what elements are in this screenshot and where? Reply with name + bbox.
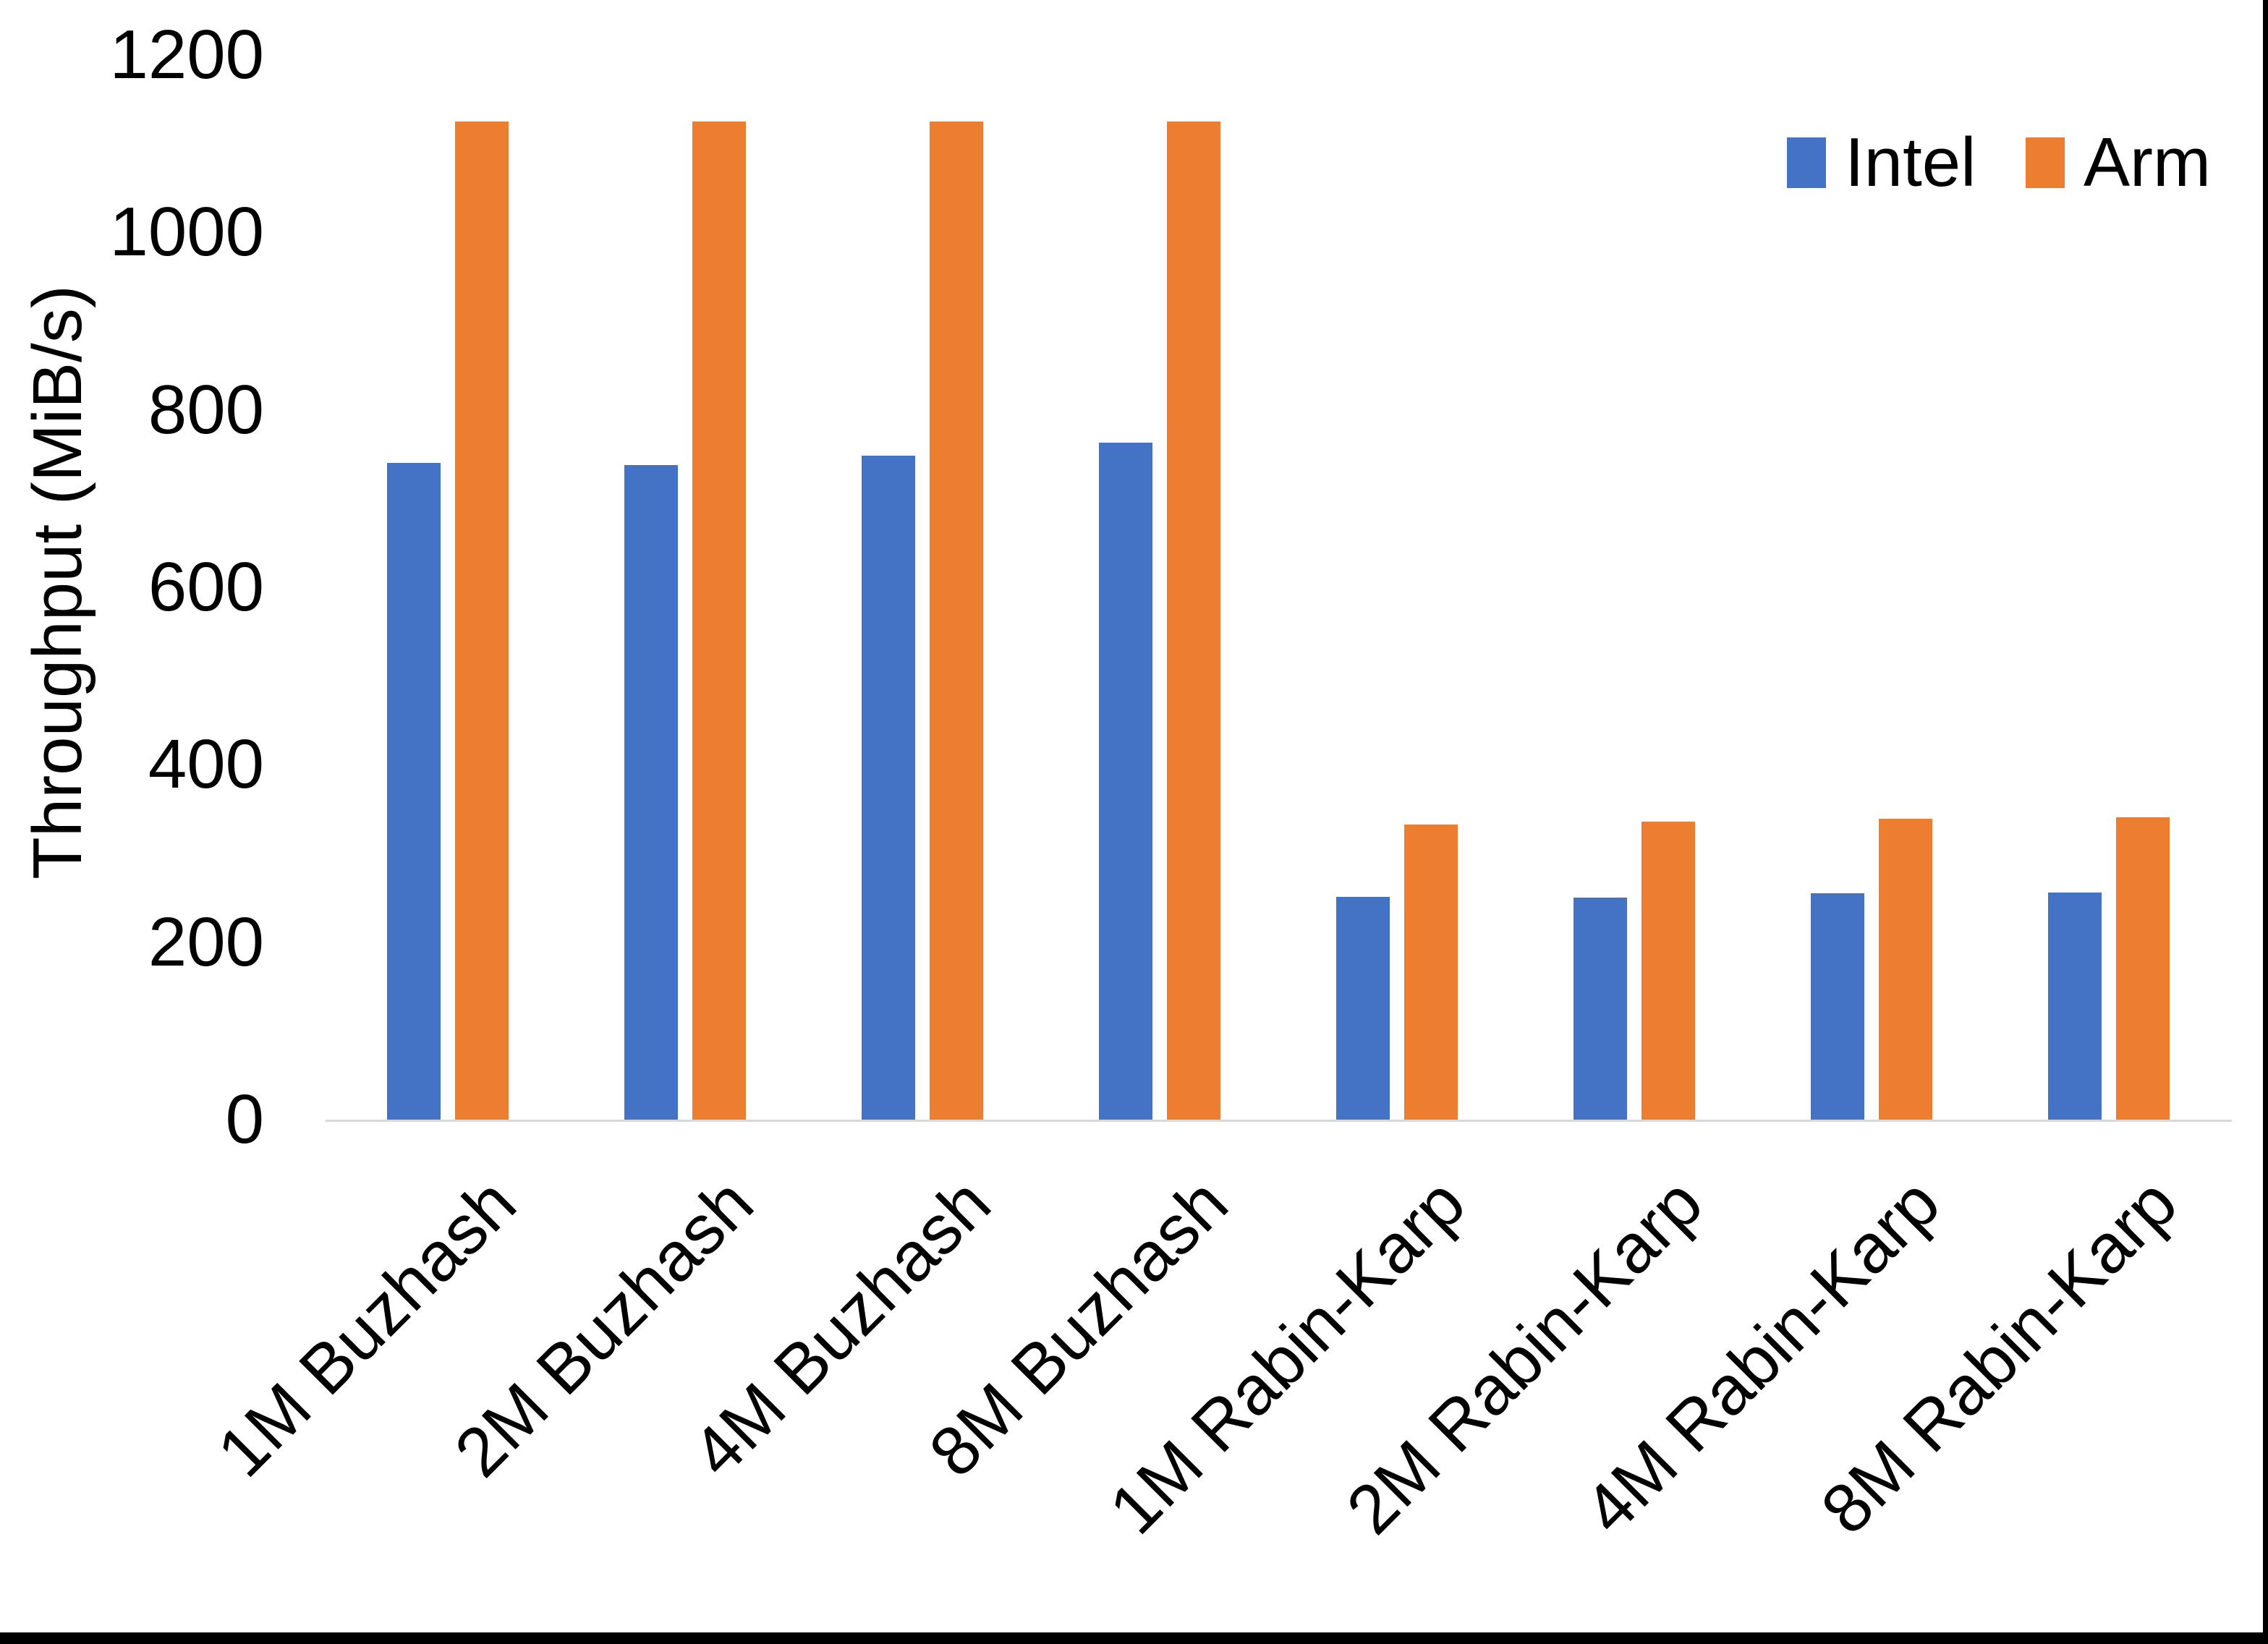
legend-swatch-intel: [1787, 137, 1826, 188]
screenshot-bottom-edge: [0, 1632, 2268, 1644]
bar-intel-8m-rabin-karp: [2048, 892, 2102, 1120]
bar-arm-1m-buzhash: [455, 122, 509, 1120]
bar-intel-4m-buzhash: [862, 456, 915, 1120]
screenshot-right-edge: [2263, 0, 2268, 1644]
y-tick-label-800: 800: [148, 370, 264, 448]
bar-intel-1m-rabin-karp: [1336, 897, 1390, 1120]
bar-arm-2m-rabin-karp: [1641, 821, 1695, 1120]
bar-intel-1m-buzhash: [387, 463, 441, 1120]
y-axis-title: Throughput (MiB/s): [19, 285, 96, 880]
x-axis-line: [326, 1120, 2232, 1122]
y-tick-label-1200: 1200: [109, 16, 264, 93]
legend-item-arm: Arm: [2026, 128, 2211, 197]
bar-arm-2m-buzhash: [692, 122, 746, 1120]
bar-arm-8m-buzhash: [1167, 122, 1220, 1120]
bar-intel-2m-buzhash: [624, 464, 678, 1120]
y-tick-label-600: 600: [148, 548, 264, 626]
legend-label-arm: Arm: [2084, 124, 2211, 201]
legend-item-intel: Intel: [1787, 128, 1976, 197]
y-tick-label-400: 400: [148, 725, 264, 804]
bar-intel-8m-buzhash: [1099, 443, 1152, 1120]
bar-intel-4m-rabin-karp: [1811, 893, 1864, 1120]
bar-arm-4m-buzhash: [930, 122, 983, 1120]
bar-intel-2m-rabin-karp: [1573, 898, 1627, 1120]
legend-swatch-arm: [2026, 137, 2065, 188]
bar-arm-4m-rabin-karp: [1879, 819, 1932, 1120]
y-tick-label-200: 200: [148, 903, 264, 981]
legend-label-intel: Intel: [1845, 124, 1976, 201]
y-tick-label-0: 0: [225, 1081, 264, 1158]
y-tick-label-1000: 1000: [109, 193, 264, 271]
bar-arm-8m-rabin-karp: [2116, 817, 2170, 1120]
bar-arm-1m-rabin-karp: [1404, 824, 1458, 1120]
